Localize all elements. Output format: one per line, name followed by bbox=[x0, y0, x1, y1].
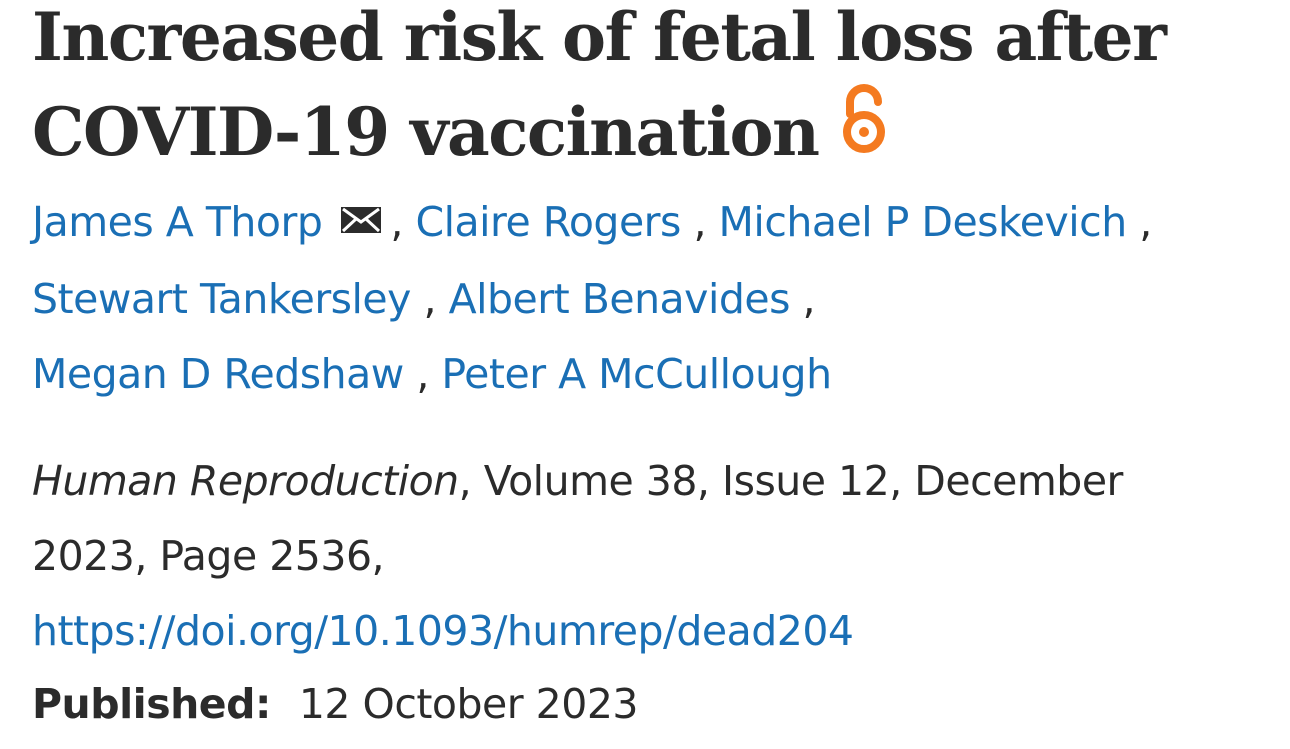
author-separator: , bbox=[423, 275, 437, 323]
open-access-lock-icon bbox=[841, 83, 887, 181]
author-list: James A Thorp , Claire Rogers , Michael … bbox=[32, 185, 1262, 413]
email-icon[interactable] bbox=[340, 183, 382, 258]
citation-volume-issue: , Volume 38, Issue 12, December bbox=[458, 457, 1124, 505]
published-label: Published: bbox=[32, 680, 271, 728]
journal-name: Human Reproduction bbox=[32, 457, 459, 505]
article-title-line2: COVID-19 vaccination bbox=[32, 93, 820, 171]
author-link[interactable]: Peter A McCullough bbox=[441, 350, 832, 398]
citation-year-page: 2023, Page 2536, bbox=[32, 532, 385, 580]
author-separator: , bbox=[390, 197, 403, 246]
author-separator: , bbox=[1139, 197, 1152, 246]
author-link[interactable]: Claire Rogers bbox=[415, 197, 681, 246]
author-separator: , bbox=[802, 275, 816, 323]
article-header: Increased risk of fetal loss after COVID… bbox=[32, 0, 1262, 728]
author-link[interactable]: Michael P Deskevich bbox=[718, 197, 1128, 246]
author-link[interactable]: Megan D Redshaw bbox=[32, 350, 404, 398]
author-link[interactable]: Stewart Tankersley bbox=[32, 275, 411, 323]
doi-link[interactable]: https://doi.org/10.1093/humrep/dead204 bbox=[32, 607, 854, 655]
published-date: 12 October 2023 bbox=[298, 680, 639, 728]
author-separator: , bbox=[416, 350, 429, 398]
article-title-line1: Increased risk of fetal loss after bbox=[32, 0, 1167, 76]
author-link[interactable]: James A Thorp bbox=[32, 197, 323, 246]
published-row: Published: 12 October 2023 bbox=[32, 680, 639, 728]
article-title: Increased risk of fetal loss after COVID… bbox=[32, 0, 1262, 187]
author-link[interactable]: Albert Benavides bbox=[448, 275, 791, 323]
author-separator: , bbox=[693, 197, 706, 246]
citation: Human Reproduction, Volume 38, Issue 12,… bbox=[32, 444, 1232, 669]
